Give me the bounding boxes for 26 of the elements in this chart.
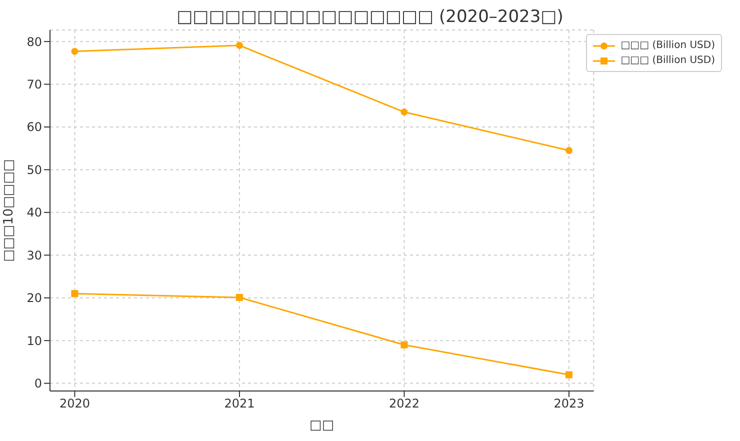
- y-tick-label: 30: [26, 248, 42, 262]
- y-tick-label: 0: [34, 376, 42, 391]
- x-tick-label: 2022: [388, 396, 420, 411]
- point: [565, 146, 572, 154]
- point: [236, 42, 243, 49]
- y-axis-title: □□□10□□□□: [2, 159, 17, 262]
- point: [71, 48, 78, 55]
- y-tick-label: 10: [26, 334, 42, 348]
- y-tick-label: 50: [26, 162, 42, 177]
- x-axis-title: □□: [310, 418, 334, 433]
- point: [236, 294, 243, 301]
- point: [400, 341, 408, 348]
- y-tick-label: 70: [26, 78, 42, 92]
- x-tick-label: 2020: [59, 396, 90, 411]
- y-tick-label: 60: [26, 120, 42, 134]
- legend-label: □□□ (Billion USD): [620, 39, 715, 53]
- chart-title: □□□□□□□□□□□□□□□□ (2020–2023□): [176, 6, 564, 28]
- x-tick-label: 2021: [224, 396, 255, 411]
- point: [565, 371, 572, 378]
- legend-label: □□□ (Billion USD): [620, 54, 715, 68]
- point: [71, 290, 78, 298]
- point: [400, 108, 408, 116]
- y-tick-label: 20: [26, 291, 42, 306]
- y-tick-label: 80: [26, 34, 42, 49]
- x-tick-label: 2023: [554, 396, 584, 411]
- y-tick-label: 40: [26, 206, 42, 220]
